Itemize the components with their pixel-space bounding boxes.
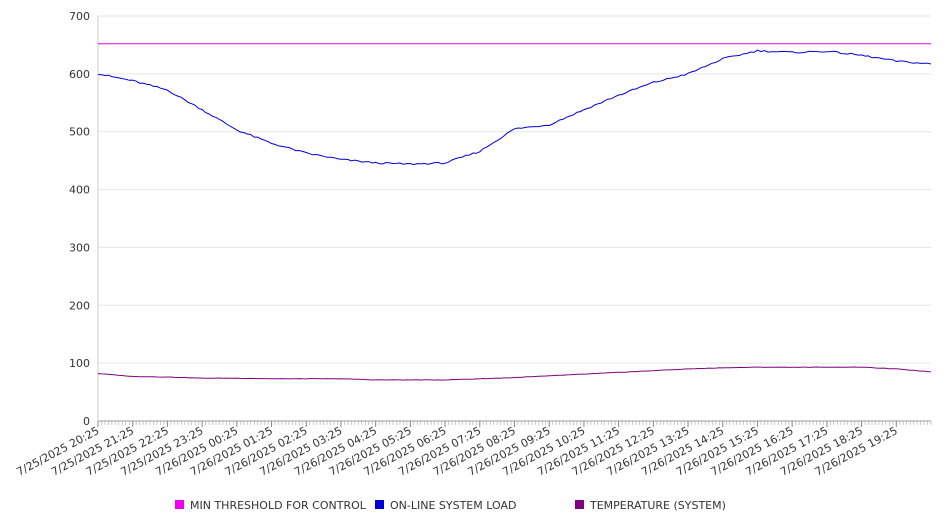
series-lines — [97, 43, 932, 381]
series-line-2 — [97, 366, 932, 381]
series-line-1 — [97, 49, 932, 166]
gridlines — [98, 15, 931, 422]
y-tick-label: 600 — [69, 68, 90, 81]
y-tick-label: 400 — [69, 184, 90, 197]
y-tick-label: 700 — [69, 10, 90, 23]
y-tick-label: 500 — [69, 126, 90, 139]
y-tick-label: 200 — [69, 299, 90, 312]
legend-swatch — [175, 500, 184, 509]
legend-label: ON-LINE SYSTEM LOAD — [390, 499, 516, 512]
legend-label: TEMPERATURE (SYSTEM) — [589, 499, 726, 512]
y-tick-label: 0 — [83, 415, 90, 428]
legend-label: MIN THRESHOLD FOR CONTROL — [190, 499, 367, 512]
y-tick-label: 100 — [69, 357, 90, 370]
legend: MIN THRESHOLD FOR CONTROL ON-LINE SYSTEM … — [175, 499, 726, 512]
legend-swatch — [375, 500, 384, 509]
y-tick-label: 300 — [69, 241, 90, 254]
legend-swatch — [575, 500, 584, 509]
